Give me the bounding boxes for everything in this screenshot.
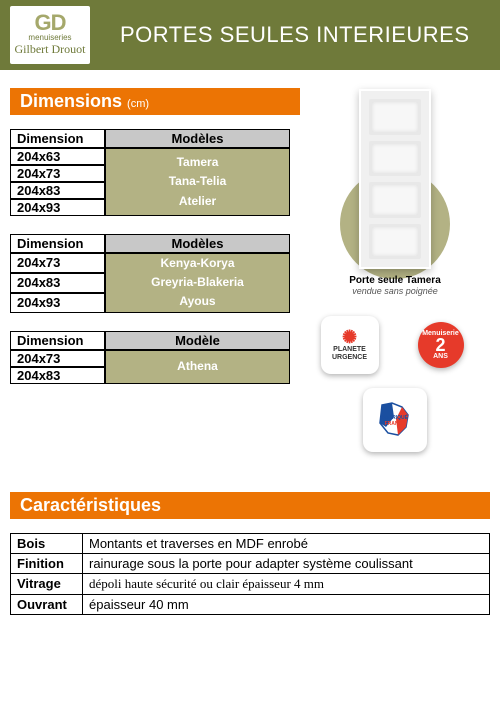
- table-header: Modèles: [105, 234, 290, 253]
- table-row: 204x93: [10, 199, 105, 216]
- carac-table: Bois Montants et traverses en MDF enrobé…: [10, 533, 490, 615]
- warranty-badge: Menuiserie 2 ANS: [412, 316, 470, 374]
- carac-label: Vitrage: [11, 574, 83, 595]
- section-dimensions-label: Dimensions: [20, 91, 122, 111]
- door-caption: Porte seule Tamera: [300, 275, 490, 286]
- table-row: 204x73: [10, 253, 105, 273]
- planete-badge: ✺ PLANETE URGENCE: [321, 316, 379, 374]
- table-header: Modèle: [105, 331, 290, 350]
- logo-subtitle: menuiseries: [28, 33, 71, 42]
- door-panel: [369, 224, 421, 260]
- table-header: Dimension: [10, 129, 105, 148]
- section-carac-label: Caractéristiques: [20, 495, 161, 515]
- section-caracteristiques-bar: Caractéristiques: [10, 492, 490, 519]
- carac-value: Montants et traverses en MDF enrobé: [83, 534, 490, 554]
- carac-value: épaisseur 40 mm: [83, 595, 490, 615]
- door-panel: [369, 182, 421, 218]
- france-badge: FABRIQUÉ FRANCE: [363, 388, 427, 452]
- model-name: Atelier: [179, 194, 216, 208]
- logo-script: Gilbert Drouot: [15, 42, 86, 57]
- dimension-table-1: Dimension Modèles 204x63 Tamera Tana-Tel…: [10, 129, 290, 216]
- model-name: Athena: [177, 359, 218, 373]
- dimension-tables-column: Dimension Modèles 204x63 Tamera Tana-Tel…: [0, 129, 300, 452]
- carac-label: Ouvrant: [11, 595, 83, 615]
- door-subcaption: vendue sans poignée: [300, 286, 490, 296]
- table-header: Dimension: [10, 331, 105, 350]
- door-preview: Porte seule Tamera vendue sans poignée: [300, 89, 490, 296]
- model-name: Greyria-Blakeria: [151, 275, 244, 289]
- dimension-table-2: Dimension Modèles 204x73 Kenya-Korya Gre…: [10, 234, 290, 313]
- page-title: PORTES SEULES INTERIEURES: [120, 22, 470, 48]
- model-name: Tana-Telia: [169, 174, 227, 188]
- sun-icon: ✺: [321, 328, 379, 346]
- door-image: [359, 89, 431, 269]
- header-bar: GD menuiseries Gilbert Drouot PORTES SEU…: [0, 0, 500, 70]
- table-header: Modèles: [105, 129, 290, 148]
- model-name: Tamera: [177, 155, 219, 169]
- models-cell: Tamera Tana-Telia Atelier: [105, 148, 290, 216]
- side-column: Porte seule Tamera vendue sans poignée ✺…: [300, 129, 490, 452]
- table-row: 204x83: [10, 367, 105, 384]
- carac-label: Bois: [11, 534, 83, 554]
- dimension-table-3: Dimension Modèle 204x73 Athena 204x83: [10, 331, 290, 384]
- models-cell: Athena: [105, 350, 290, 384]
- france-label-top: FABRIQUÉ: [382, 413, 409, 421]
- table-row: 204x83: [10, 182, 105, 199]
- door-panel: [369, 141, 421, 177]
- carac-value: rainurage sous la porte pour adapter sys…: [83, 554, 490, 574]
- table-header: Dimension: [10, 234, 105, 253]
- caracteristiques-block: Bois Montants et traverses en MDF enrobé…: [10, 533, 490, 615]
- carac-value: dépoli haute sécurité ou clair épaisseur…: [83, 574, 490, 595]
- table-row: 204x93: [10, 293, 105, 313]
- france-icon: FABRIQUÉ FRANCE: [372, 397, 418, 443]
- table-row: 204x73: [10, 165, 105, 182]
- section-dimensions-bar: Dimensions (cm): [10, 88, 300, 115]
- logo-initials: GD: [35, 13, 66, 33]
- badges-row: ✺ PLANETE URGENCE Menuiserie 2 ANS: [300, 316, 490, 374]
- warranty-years: 2: [435, 337, 445, 353]
- door-panel: [369, 99, 421, 135]
- models-cell: Kenya-Korya Greyria-Blakeria Ayous: [105, 253, 290, 313]
- planete-label: PLANETE URGENCE: [332, 346, 367, 361]
- france-label-bot: FRANCE: [385, 421, 406, 427]
- carac-label: Finition: [11, 554, 83, 574]
- warranty-unit: ANS: [433, 353, 448, 360]
- table-row: 204x83: [10, 273, 105, 293]
- table-row: 204x73: [10, 350, 105, 367]
- brand-logo: GD menuiseries Gilbert Drouot: [10, 6, 90, 64]
- section-dimensions-unit: (cm): [127, 98, 149, 110]
- model-name: Ayous: [179, 294, 215, 308]
- table-row: 204x63: [10, 148, 105, 165]
- model-name: Kenya-Korya: [160, 256, 234, 270]
